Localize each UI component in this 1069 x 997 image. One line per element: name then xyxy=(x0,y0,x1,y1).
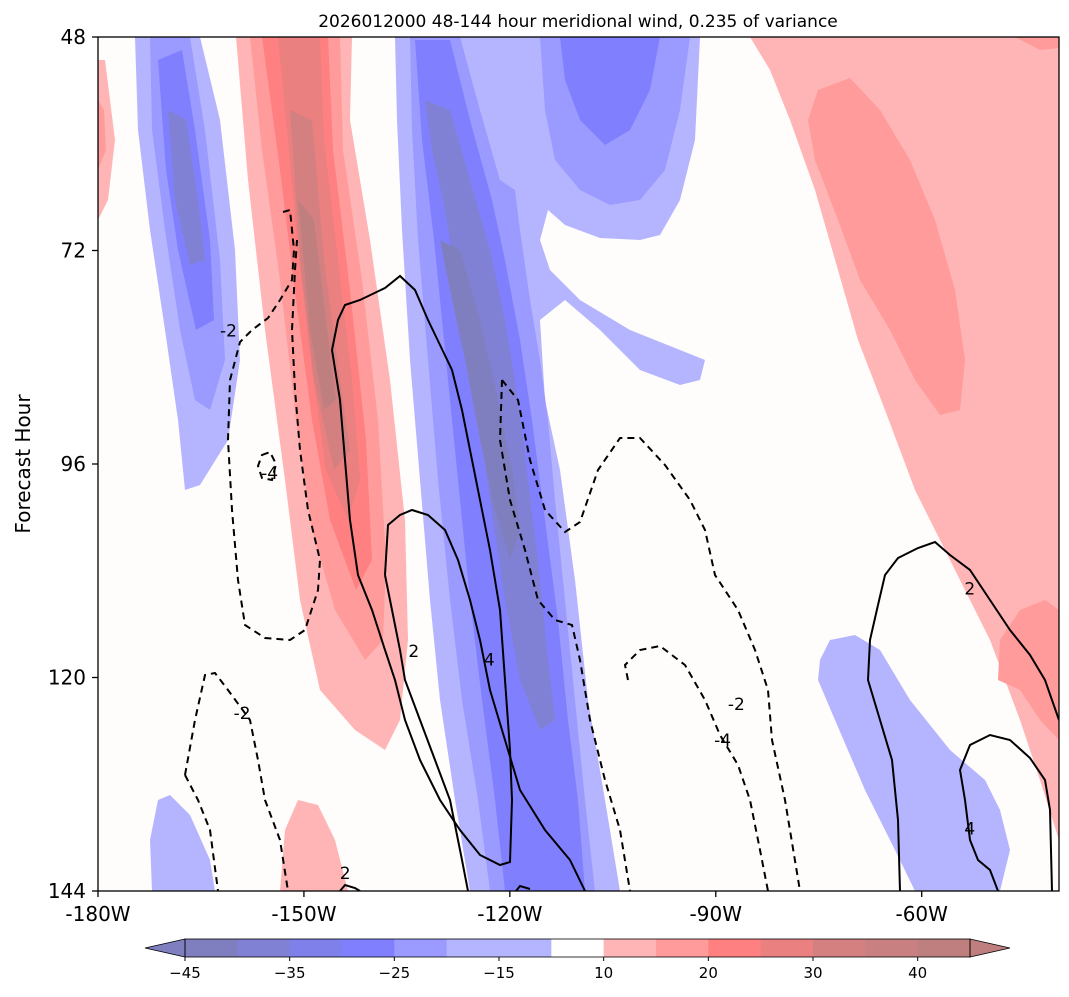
x-axis: -180W -150W -120W -90W -60W xyxy=(65,891,948,926)
colorbar-tick-label: −45 xyxy=(169,964,201,982)
colorbar-tick-label: −15 xyxy=(483,964,515,982)
colorbar-segment xyxy=(813,939,866,957)
x-tick-label: -60W xyxy=(895,902,948,926)
colorbar-segment xyxy=(865,939,919,957)
y-tick-label: 96 xyxy=(61,452,86,476)
y-axis: 48 72 96 120 144 xyxy=(48,25,98,903)
colorbar-tick-label: 30 xyxy=(803,964,822,982)
contour-label: -2 xyxy=(728,695,745,715)
colorbar-segment xyxy=(499,939,552,957)
colorbar-tick-label: −35 xyxy=(274,964,306,982)
contour-label: -2 xyxy=(220,322,237,342)
contour-lines xyxy=(184,208,1059,891)
x-tick-label: -180W xyxy=(65,902,130,926)
colorbar-extend-max xyxy=(969,938,1011,958)
plot-area: -2 -4 2 4 -2 2 -4 -2 2 4 xyxy=(98,37,1059,891)
contour-neg2-lower-left-b xyxy=(184,774,219,891)
contour-pos-bottom-b xyxy=(515,884,531,891)
y-tick-label: 48 xyxy=(61,25,86,49)
chart-title: 2026012000 48-144 hour meridional wind, … xyxy=(318,12,838,32)
colorbar-extend-min xyxy=(144,938,186,958)
contour-label: 4 xyxy=(484,651,495,671)
contour-pos2-right xyxy=(877,540,1059,721)
colorbar-segment xyxy=(394,939,448,957)
colorbar-segment xyxy=(342,939,395,957)
colorbar-tick-label: 40 xyxy=(908,964,927,982)
contour-label: 4 xyxy=(964,820,975,840)
colorbar-segment xyxy=(656,939,709,957)
contour-pos2-center xyxy=(330,274,514,867)
contour-label: -4 xyxy=(714,731,731,751)
colorbar-segment xyxy=(708,939,762,957)
contour-neg4-right xyxy=(623,644,769,891)
contour-pos4-center xyxy=(384,508,586,891)
contour-labels: -2 -4 2 4 -2 2 -4 -2 2 4 xyxy=(220,322,975,885)
contour-pos4-right xyxy=(958,733,1053,891)
contour-label: 2 xyxy=(408,642,419,662)
colorbar-tick-label: −25 xyxy=(379,964,411,982)
negative-wind-fill xyxy=(135,37,1010,891)
contour-label: 2 xyxy=(340,864,351,884)
colorbar-tick-label: 10 xyxy=(594,964,613,982)
x-tick-label: -150W xyxy=(271,902,336,926)
x-tick-label: -120W xyxy=(477,902,542,926)
x-tick-label: -90W xyxy=(690,902,743,926)
colorbar-segment xyxy=(237,939,291,957)
colorbar-segment xyxy=(289,939,343,957)
positive-wind-fill xyxy=(98,37,1059,891)
contour-neg2-mid xyxy=(498,379,631,891)
colorbar-segment xyxy=(185,939,238,957)
colorbar-tick-label: 20 xyxy=(699,964,718,982)
y-tick-label: 72 xyxy=(61,239,86,263)
colorbar-segment xyxy=(603,939,657,957)
colorbar: −45 −35 −25 −15 10 20 30 40 xyxy=(144,938,1011,982)
contour-pos4-right-b xyxy=(964,799,999,891)
colorbar-segment xyxy=(760,939,814,957)
contour-pos2-center-b xyxy=(384,574,469,891)
y-tick-label: 120 xyxy=(48,666,86,690)
y-axis-label: Forecast Hour xyxy=(11,394,35,534)
contour-label: -4 xyxy=(261,464,278,484)
y-tick-label: 144 xyxy=(48,879,86,903)
contour-neg2-center xyxy=(501,379,801,891)
colorbar-frame xyxy=(184,938,971,958)
contour-pos2-bottom xyxy=(339,883,361,891)
contour-label: 2 xyxy=(964,580,975,600)
contour-neg2-left xyxy=(226,208,322,642)
contour-neg2-lower-left xyxy=(184,671,289,891)
colorbar-segment xyxy=(551,939,605,957)
contour-pos2-right-b xyxy=(866,604,901,891)
contour-neg4-small xyxy=(256,450,278,482)
contour-label: -2 xyxy=(234,704,251,724)
colorbar-segment xyxy=(917,939,971,957)
colorbar-segment xyxy=(446,939,500,957)
